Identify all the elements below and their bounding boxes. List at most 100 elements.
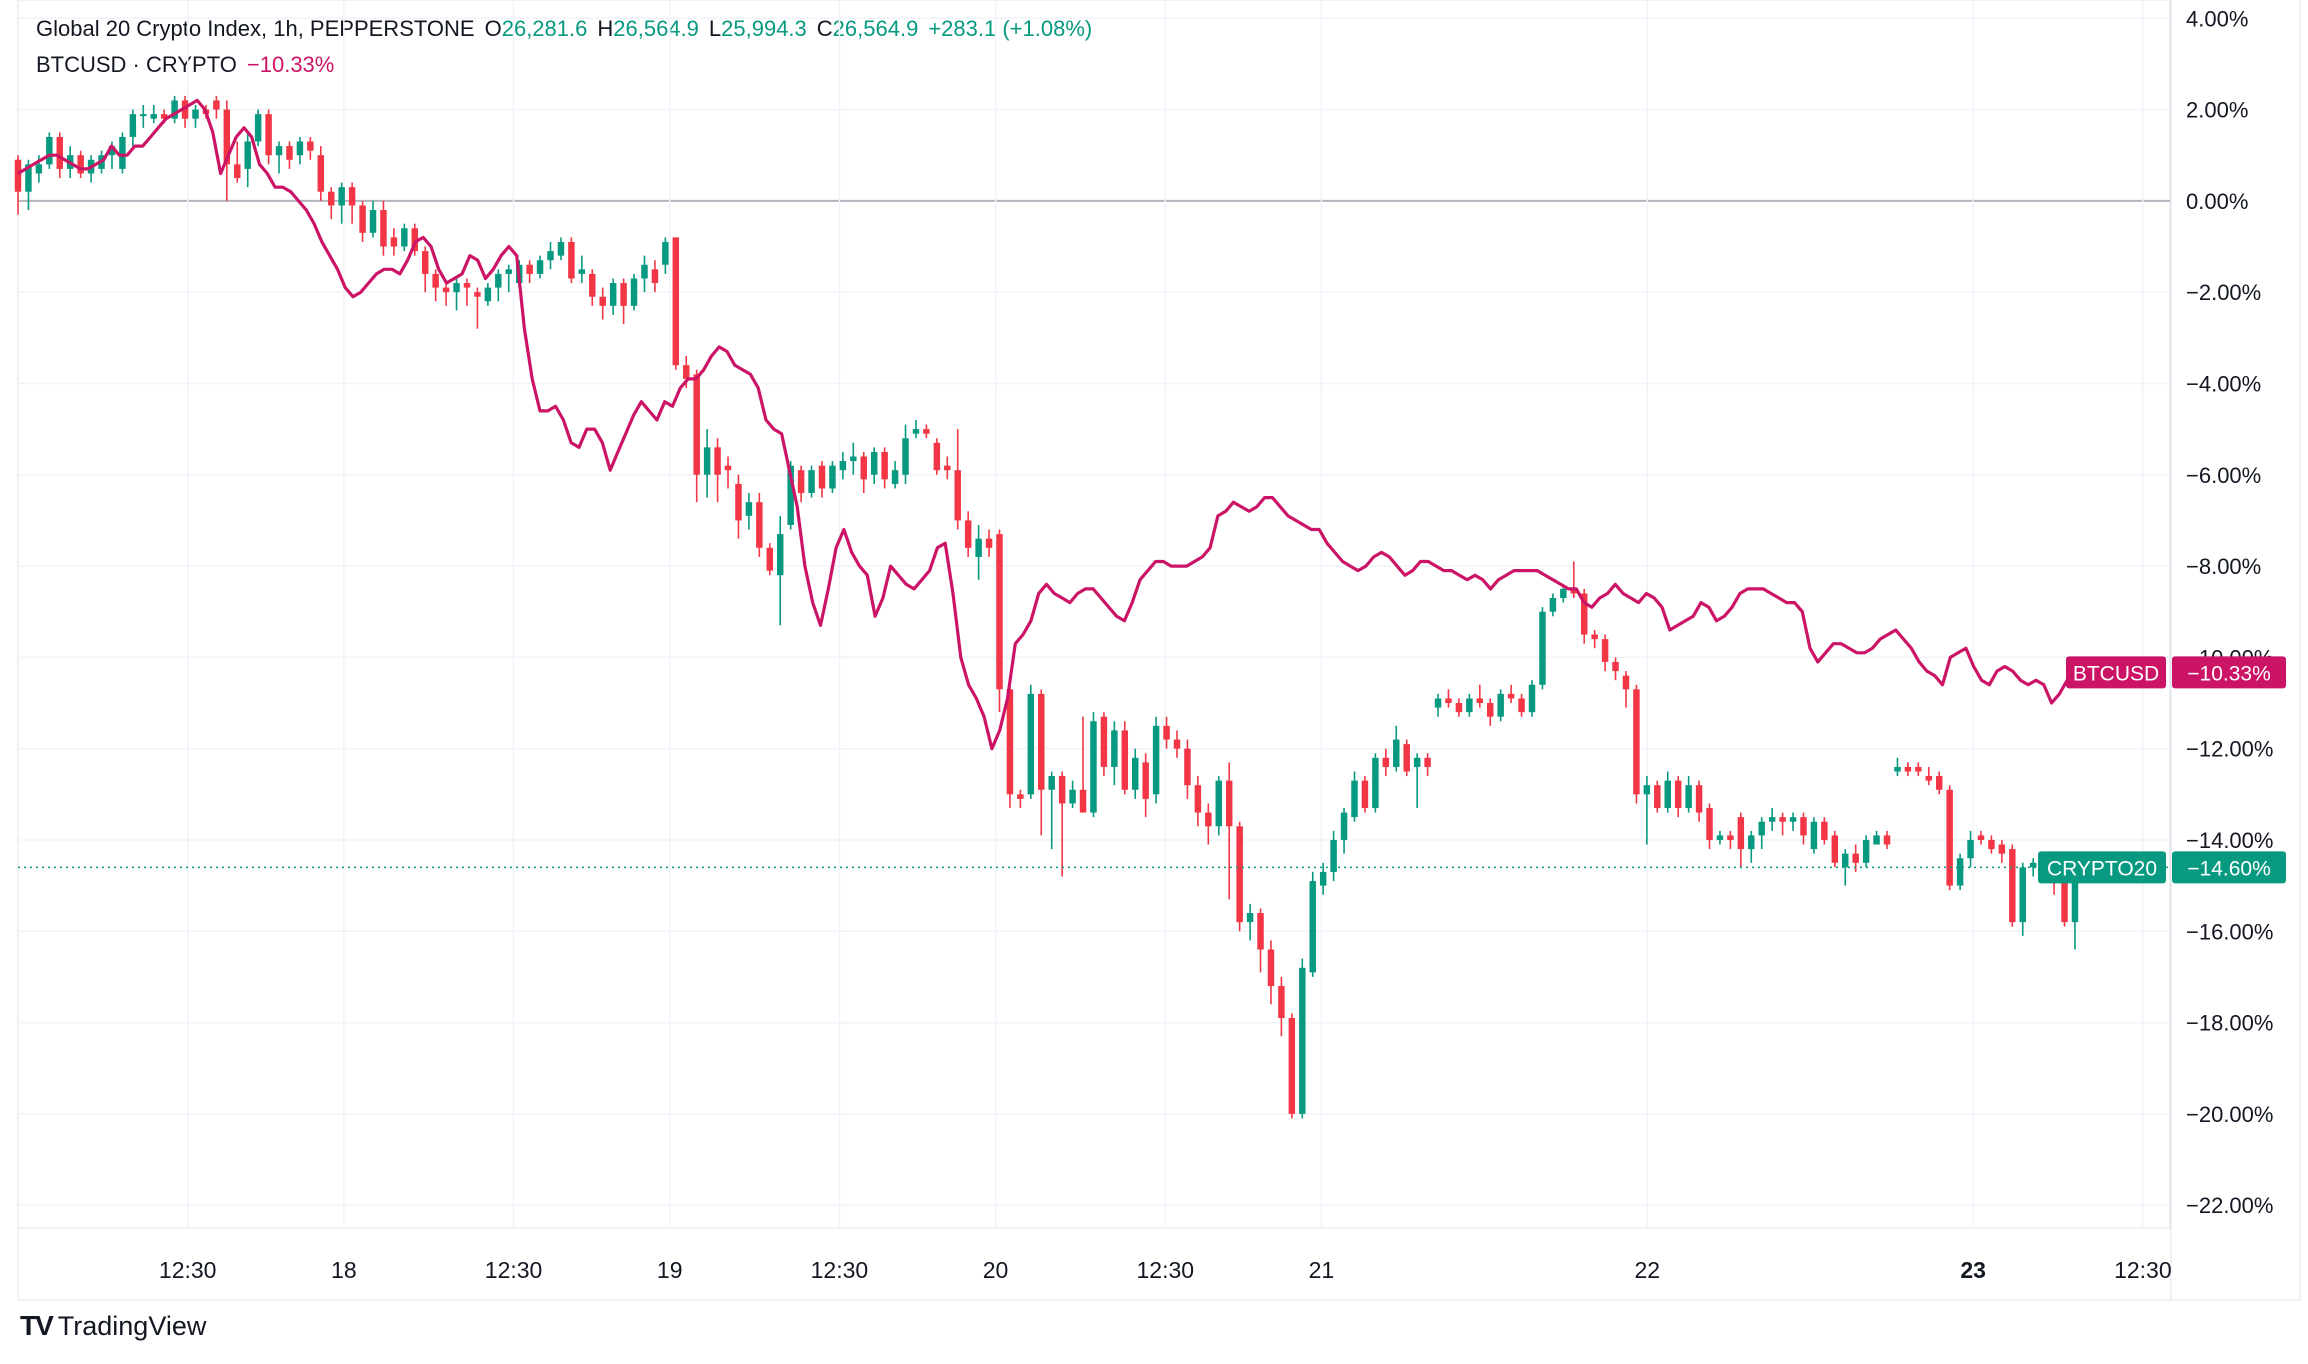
- candle: [1173, 730, 1181, 758]
- candle-body: [1006, 689, 1014, 795]
- candle-body: [703, 447, 711, 475]
- y-tick-label: −16.00%: [2186, 919, 2273, 944]
- candle-body: [912, 429, 920, 434]
- candle-body: [296, 141, 304, 156]
- candle: [1727, 830, 1734, 850]
- candle: [1194, 776, 1202, 827]
- candle-body: [860, 456, 867, 480]
- candle: [1257, 908, 1264, 973]
- candle-body: [536, 260, 544, 274]
- candle: [954, 429, 961, 530]
- candle: [1288, 1013, 1296, 1119]
- candle: [1445, 689, 1452, 708]
- candle-body: [25, 164, 32, 192]
- candle: [234, 141, 241, 183]
- candle: [766, 543, 774, 576]
- candle: [1915, 762, 1922, 777]
- candle: [1695, 780, 1703, 822]
- candle-body: [902, 438, 909, 475]
- candle: [1977, 830, 1985, 845]
- candle: [881, 447, 888, 489]
- candle-body: [724, 465, 732, 471]
- candle: [338, 182, 345, 224]
- candle-body: [1831, 835, 1839, 863]
- candle-body: [254, 114, 262, 142]
- candle-body: [348, 187, 356, 206]
- candle: [1413, 753, 1421, 809]
- candle: [1090, 712, 1097, 818]
- tradingview-logo[interactable]: TV TradingView: [20, 1310, 206, 1342]
- candle: [317, 146, 325, 201]
- candle: [714, 438, 721, 503]
- candle: [369, 200, 377, 238]
- candle-body: [1194, 785, 1202, 813]
- candle-body: [1278, 986, 1285, 1019]
- candle: [1601, 634, 1609, 672]
- candle-body: [1654, 785, 1661, 809]
- close-value: C26,564.9: [816, 16, 919, 41]
- candle-body: [1236, 826, 1243, 923]
- candle-body: [1977, 835, 1985, 840]
- candle: [985, 529, 993, 557]
- candle: [1487, 698, 1494, 726]
- candle: [1622, 671, 1630, 708]
- candle-body: [1528, 684, 1536, 713]
- candle-body: [1612, 661, 1619, 672]
- candle: [1706, 803, 1713, 850]
- candle: [1925, 766, 1933, 786]
- candle-body: [1716, 835, 1724, 840]
- candle-body: [1758, 821, 1765, 836]
- y-tick-label: −4.00%: [2186, 371, 2261, 396]
- candle: [1842, 849, 1849, 886]
- candle: [1424, 753, 1431, 777]
- candle: [818, 461, 826, 498]
- candle-body: [870, 451, 878, 475]
- compare-symbol[interactable]: BTCUSD · CRYPTO: [36, 52, 237, 77]
- candle: [1779, 812, 1786, 836]
- candle: [421, 246, 429, 293]
- candle: [119, 132, 126, 174]
- candle: [693, 369, 700, 503]
- candle: [1831, 830, 1839, 868]
- candle: [1758, 817, 1765, 850]
- candle: [1685, 776, 1692, 813]
- candle-body: [1779, 817, 1786, 822]
- candle-body: [1111, 730, 1118, 767]
- x-tick-label: 12:30: [2114, 1257, 2172, 1283]
- candle-body: [1925, 776, 1933, 781]
- candle: [77, 150, 84, 179]
- candle-body: [1622, 675, 1630, 690]
- candle: [442, 283, 450, 306]
- candle-body: [1883, 835, 1891, 845]
- candle: [1497, 689, 1504, 722]
- candle: [996, 529, 1003, 713]
- candle: [275, 141, 283, 174]
- candle: [745, 493, 753, 530]
- candle: [1643, 776, 1651, 845]
- candle: [1612, 657, 1619, 681]
- candle: [484, 283, 492, 306]
- legend-compare: BTCUSD · CRYPTO −10.33%: [36, 52, 344, 78]
- candle: [1100, 712, 1108, 777]
- candle: [432, 269, 439, 302]
- candle-body: [46, 136, 53, 165]
- candle-body: [808, 470, 815, 494]
- candle-body: [1330, 839, 1337, 872]
- candle-body: [1748, 835, 1755, 850]
- symbol-title[interactable]: Global 20 Crypto Index, 1h, PEPPERSTONE: [36, 16, 475, 41]
- candle-body: [735, 483, 742, 521]
- candle-body: [1476, 698, 1484, 704]
- candle: [1455, 698, 1463, 717]
- candle: [1079, 716, 1087, 813]
- candle: [181, 95, 189, 128]
- candle-body: [286, 146, 293, 160]
- candle: [1267, 940, 1275, 1005]
- candle: [756, 493, 763, 557]
- candle: [171, 95, 178, 124]
- candle-body: [1873, 835, 1880, 845]
- candle: [129, 109, 137, 147]
- candle-body: [1079, 789, 1087, 813]
- badge-label: CRYPTO20: [2047, 857, 2157, 880]
- candle-body: [1152, 725, 1160, 795]
